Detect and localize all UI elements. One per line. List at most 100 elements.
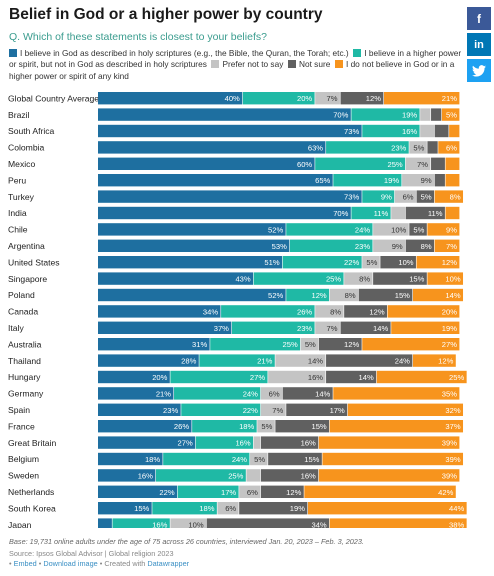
bar-segment [98, 354, 199, 367]
bar-segment [344, 305, 387, 318]
data-label: 15% [311, 422, 326, 431]
bar-segment [250, 452, 268, 466]
bar-segment [257, 420, 275, 433]
bar-row: Canada 34% 26% 8% 12% 20% [8, 305, 460, 318]
bar-segment [445, 174, 460, 187]
data-label: 18% [145, 455, 160, 464]
legend-item-scriptures: I believe in God as described in holy sc… [9, 48, 349, 58]
bar-segment [434, 239, 460, 252]
data-label: 19% [290, 504, 305, 513]
bar-segment [380, 256, 416, 269]
bar-row: Sweden 16% 25% 16% 39% [8, 469, 460, 482]
bar-segment [326, 141, 409, 154]
bar-row: France 26% 18% 5% 15% 37% [8, 420, 464, 433]
bar-segment [98, 387, 174, 400]
data-label: 21% [257, 357, 272, 366]
bar-row: South Korea 15% 18% 6% 19% 44% [8, 502, 467, 515]
download-image-link[interactable]: Download image [43, 559, 98, 568]
bar-segment [416, 256, 460, 269]
bar-segment [98, 108, 351, 121]
data-label: 16% [301, 439, 316, 448]
legend-swatch [211, 60, 220, 69]
linkedin-share-button[interactable]: in [467, 33, 491, 56]
category-label: Global Country Average [8, 93, 99, 103]
bar-segment [391, 206, 406, 220]
footer-source: Source: Ipsos Global Advisor | Global re… [9, 549, 174, 558]
legend-swatch [334, 60, 343, 69]
bar-segment [405, 239, 435, 252]
data-label: 23% [391, 143, 406, 152]
data-label: 8% [359, 275, 370, 284]
bar-segment [441, 108, 460, 121]
data-label: 10% [391, 225, 406, 234]
data-label: 39% [442, 471, 457, 480]
data-label: 52% [268, 225, 283, 234]
data-label: 11% [428, 209, 443, 218]
bar-segment [445, 157, 460, 170]
category-label: France [8, 421, 35, 431]
data-label: 63% [308, 143, 323, 152]
data-label: 17% [330, 406, 345, 415]
bar-segment [170, 370, 268, 384]
data-label: 7% [327, 324, 338, 333]
bar-row: Netherlands 22% 17% 6% 12% 42% [8, 485, 456, 498]
chart-subtitle: Q. Which of these statements is closest … [9, 31, 267, 43]
bar-segment [177, 485, 239, 498]
bar-segment [170, 518, 206, 528]
data-label: 5% [305, 340, 316, 349]
bar-segment [333, 174, 402, 187]
category-label: South Africa [8, 126, 55, 136]
data-label: 9% [392, 242, 403, 251]
bar-segment [253, 272, 344, 285]
data-label: 5% [421, 193, 432, 202]
chart-footer: Base: 19,731 online adults under the age… [9, 537, 364, 569]
bar-row: Poland 52% 12% 8% 15% 14% [8, 288, 464, 302]
bar-segment [307, 502, 467, 515]
bar-segment [163, 452, 250, 466]
data-label: 18% [199, 504, 214, 513]
category-label: Spain [8, 405, 30, 415]
datawrapper-link[interactable]: Datawrapper [147, 559, 190, 568]
category-label: Australia [8, 339, 42, 349]
data-label: 8% [450, 193, 461, 202]
category-label: Belgium [8, 454, 39, 464]
bar-segment [427, 272, 464, 285]
data-label: 34% [311, 521, 326, 528]
bar-segment [315, 92, 340, 105]
bar-segment [98, 223, 286, 236]
chart-legend: I believe in God as described in holy sc… [9, 48, 465, 82]
data-label: 37% [214, 324, 229, 333]
bar-segment [112, 518, 170, 528]
twitter-share-button[interactable] [467, 59, 491, 82]
bar-row: Australia 31% 25% 5% 12% 27% [8, 338, 460, 351]
data-label: 65% [315, 176, 330, 185]
data-label: 22% [344, 258, 359, 267]
data-label: 27% [442, 340, 457, 349]
bar-segment [449, 124, 460, 138]
data-label: 28% [181, 357, 196, 366]
data-label: 35% [442, 389, 457, 398]
facebook-icon: f [477, 11, 481, 26]
bar-segment [260, 469, 319, 482]
bar-segment [383, 92, 460, 105]
bar-segment [438, 141, 460, 154]
bar-segment [239, 502, 308, 515]
bar-segment [210, 338, 301, 351]
data-label: 23% [297, 324, 312, 333]
bar-segment [351, 108, 420, 121]
bar-segment [329, 288, 359, 302]
data-label: 43% [235, 275, 250, 284]
data-label: 53% [272, 242, 287, 251]
bar-segment [315, 321, 340, 334]
bar-segment [318, 469, 460, 482]
embed-link[interactable]: Embed [13, 559, 37, 568]
data-label: 12% [442, 258, 457, 267]
facebook-share-button[interactable]: f [467, 7, 491, 30]
legend-label: Prefer not to say [222, 59, 284, 70]
data-label: 39% [442, 439, 457, 448]
bar-row: Germany 21% 24% 6% 14% 35% [8, 387, 460, 400]
data-label: 6% [446, 143, 457, 152]
data-label: 11% [374, 209, 389, 218]
data-label: 18% [239, 422, 254, 431]
data-label: 42% [438, 488, 453, 497]
